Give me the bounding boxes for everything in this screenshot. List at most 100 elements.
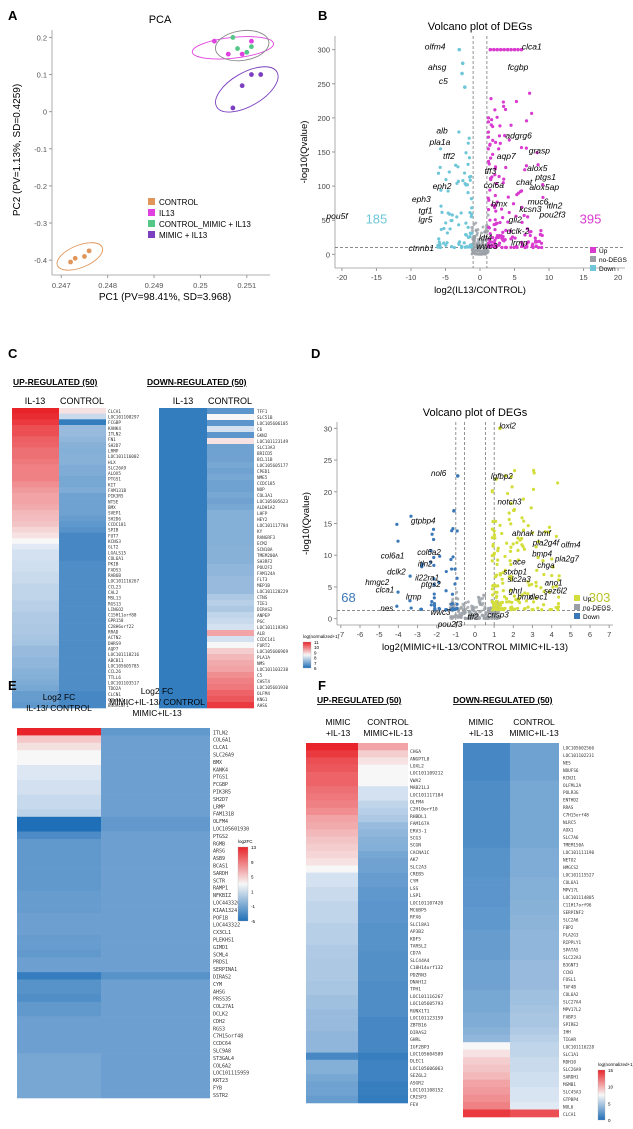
heat-cell-log2fc-il13: [17, 1024, 101, 1032]
point-down: [450, 592, 455, 596]
gene-label: TIE1: [257, 601, 268, 607]
point-no-deg: [478, 243, 482, 247]
gene-annotation: col6a2: [417, 548, 441, 557]
point-up: [530, 582, 534, 586]
point-up: [502, 239, 506, 243]
point-up: [498, 601, 503, 605]
y-tick-label: 250: [317, 80, 330, 89]
heat-cell-down-control: [207, 696, 254, 703]
point-no-deg: [470, 248, 474, 252]
point-up: [493, 108, 497, 112]
gene-label: LOC105602566: [563, 745, 594, 751]
point-up: [541, 183, 545, 187]
heat-cell-up-control: [59, 679, 106, 686]
heat-cell-down-control: [207, 576, 254, 583]
gene-annotation: notch3: [497, 497, 522, 506]
y-tick-label: 0.1: [37, 71, 47, 80]
heat-cell-log2fc-il13: [17, 794, 101, 803]
panel-f: F UP-REGULATED (50) DOWN-REGULATED (50) MIM…: [306, 678, 633, 1123]
point-down: [420, 562, 424, 566]
point-up: [510, 600, 514, 604]
heat-cell-down-mimic: [463, 840, 510, 849]
point-up: [530, 608, 534, 612]
heat-cell-down-il13: [159, 474, 207, 481]
heat-cell-up-il13: [12, 498, 59, 505]
gene-label: CLCA1: [563, 1112, 576, 1118]
point-no-deg: [491, 614, 495, 618]
gene-annotation: kcsn3: [519, 204, 541, 214]
gene-label: C18H14orf132: [410, 965, 443, 971]
heat-cell-log2fc-mimic: [101, 839, 210, 847]
heat-cell-up-il13: [12, 679, 59, 686]
x-tick-label: 0.247: [52, 281, 71, 290]
y-tick-label: 5: [328, 583, 332, 592]
gene-label: LOC105601930: [257, 685, 288, 691]
point-no-deg: [489, 606, 493, 610]
heat-cell-log2fc-mimic: [101, 728, 210, 736]
heat-cell-up-mimic: [306, 800, 358, 809]
gene-label: CYM: [213, 982, 222, 988]
point-no-deg: [470, 226, 474, 230]
point-up: [530, 111, 534, 115]
gene-label: KCNS3: [108, 539, 121, 545]
heat-cell-log2fc-il13: [17, 757, 101, 766]
point-up: [498, 426, 502, 431]
gene-label: DNAH12: [410, 980, 427, 986]
point-up: [503, 606, 507, 610]
point-down: [437, 237, 441, 241]
heat-cell-log2fc-il13: [17, 1009, 101, 1017]
point-il13: [249, 38, 254, 44]
down-count: 185: [366, 212, 388, 227]
gene-annotation: sez6l2: [544, 586, 568, 595]
heat-cell-down-il13: [159, 522, 207, 529]
gene-annotation: chga: [537, 561, 555, 570]
heat-cell-down-control: [510, 870, 559, 878]
gene-label: LOC101107420: [410, 900, 443, 906]
column-label: CONTROL: [60, 396, 104, 406]
point-no-deg: [474, 229, 478, 233]
gene-label: LHFP: [257, 511, 268, 517]
point-up: [504, 228, 508, 232]
ellipse-control: [56, 242, 104, 271]
heat-cell-log2fc-mimic: [101, 787, 210, 795]
point-up: [490, 175, 494, 179]
y-tick-label: 30: [324, 424, 332, 433]
gene-label: ST3GAL4: [213, 1056, 234, 1062]
point-up: [488, 240, 492, 244]
point-down: [395, 522, 399, 526]
point-no-deg: [478, 249, 482, 253]
gene-label: C2H10orf10: [410, 807, 438, 813]
gene-label: DIRAS2: [257, 607, 273, 613]
heat-cell-down-il13: [159, 678, 207, 685]
heat-cell-down-control: [510, 1079, 559, 1088]
heat-cell-up-control: [59, 662, 106, 669]
heat-cell-up-control: [59, 470, 106, 477]
point-up: [489, 123, 493, 127]
point-up: [492, 605, 496, 609]
heat-cell-log2fc-il13: [17, 809, 101, 818]
heat-cell-down-mimic: [463, 937, 510, 946]
colorbar-tick: 8: [314, 656, 317, 661]
heat-cell-down-control: [510, 892, 559, 901]
heat-cell-down-control: [207, 450, 254, 457]
point-up: [548, 607, 552, 612]
point-up: [491, 584, 495, 588]
gene-annotation: tff3: [484, 166, 496, 176]
gene-label: ERV3-1: [410, 828, 427, 834]
gene-annotation: olfm4: [561, 541, 581, 550]
heat-cell-up-control: [358, 1081, 408, 1089]
heat-cell-log2fc-il13: [17, 942, 101, 951]
point-up: [520, 244, 524, 249]
point-up: [491, 519, 495, 524]
point-no-deg: [463, 611, 467, 615]
x-tick-label: 5: [569, 630, 573, 639]
gene-label: ASGR2: [410, 1080, 424, 1086]
heat-cell-log2fc-mimic: [101, 735, 210, 744]
gene-label: MEP1B: [257, 583, 270, 589]
heat-cell-up-mimic: [306, 915, 358, 924]
gene-annotation: nes: [380, 604, 393, 613]
point-no-deg: [468, 613, 472, 617]
gene-label: OLFML2A: [563, 783, 582, 789]
point-mimic-il13: [249, 72, 254, 77]
point-no-deg: [454, 596, 458, 600]
